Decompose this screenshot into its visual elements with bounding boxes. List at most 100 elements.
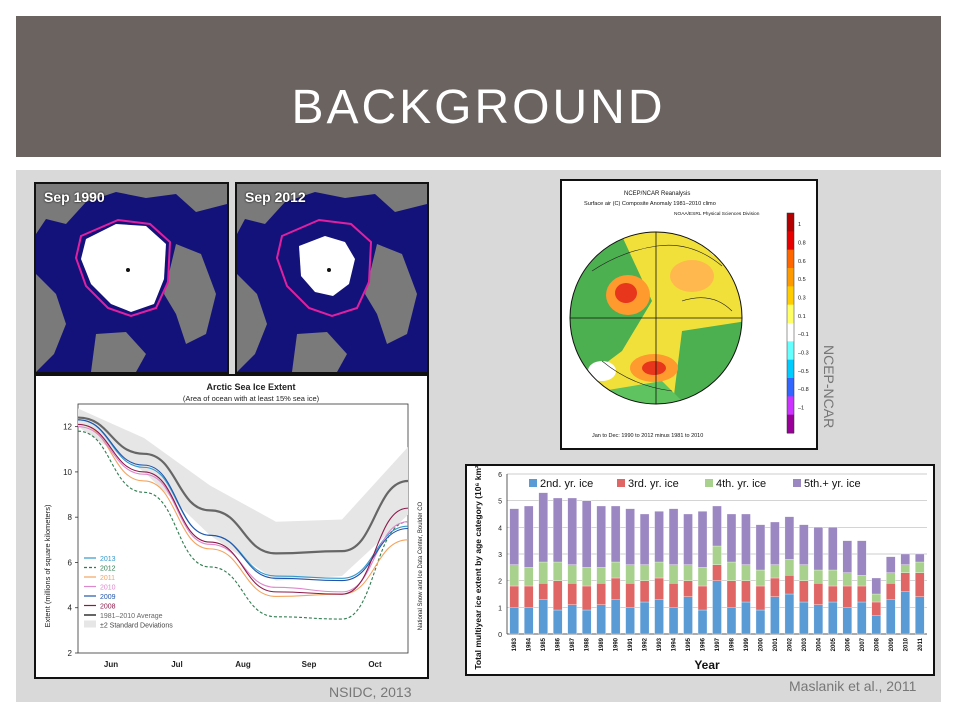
y-tick-label: 1: [498, 605, 502, 612]
bar-segment: [509, 508, 519, 565]
bar-segment: [755, 569, 766, 587]
bar-segment: [915, 596, 925, 635]
ice-cover-1990: [81, 224, 166, 312]
y-tick-label: 2: [68, 649, 73, 658]
legend-entry: 2010: [100, 585, 116, 592]
std-dev-band: [78, 408, 408, 581]
multiyear-ice-svg: Total multiyear ice extent by age catego…: [473, 466, 927, 672]
y-tick-label: 2: [498, 579, 502, 586]
colorbar-label: 0.8: [798, 241, 806, 247]
bar-segment: [857, 585, 867, 603]
bar-segment: [828, 601, 838, 635]
x-tick-label: 2002: [787, 637, 793, 651]
x-tick-label: 2011: [918, 637, 924, 651]
bar-segment: [683, 564, 693, 581]
bar-segment: [770, 521, 780, 565]
x-tick-label: 1983: [512, 637, 518, 651]
bar-y-axis-label: Total multiyear ice extent by age catego…: [473, 466, 483, 670]
bar-segment: [900, 553, 910, 565]
x-tick-label: 1997: [715, 637, 721, 651]
x-tick-label: 1985: [541, 637, 547, 651]
y-tick-label: 10: [63, 468, 72, 477]
bar-segment: [668, 508, 679, 565]
bar-segment: [799, 524, 809, 565]
bar-segment: [857, 575, 867, 587]
bar-segment: [524, 585, 534, 608]
bar-segment: [553, 497, 563, 563]
x-tick-label: 1990: [614, 637, 620, 651]
bar-segment: [886, 583, 896, 600]
bar-segment: [639, 601, 650, 635]
bar-segment: [596, 604, 606, 635]
sea-ice-extent-svg: Arctic Sea Ice Extent (Area of ocean wit…: [43, 382, 424, 669]
bar-segment: [755, 524, 766, 571]
y-tick-label: 5: [498, 499, 502, 506]
x-tick-label: Jun: [104, 660, 118, 669]
legend-entry: 2009: [100, 594, 116, 601]
bar-segment: [828, 569, 838, 587]
bar-segment: [654, 511, 664, 563]
x-tick-label: Aug: [235, 660, 251, 669]
sea-ice-map-2012: Sep 2012: [235, 182, 429, 374]
bar-segment: [668, 583, 679, 608]
x-tick-label: 2003: [802, 637, 808, 651]
bar-segment: [610, 561, 621, 579]
bar-segment: [625, 607, 635, 635]
bar-segment: [799, 564, 809, 581]
bar-segment: [871, 577, 881, 595]
bar-segment: [741, 513, 751, 565]
colorbar-label: –0.3: [798, 351, 809, 357]
bar-segment: [639, 564, 650, 581]
bar-segment: [828, 585, 838, 603]
y-tick-label: 6: [498, 472, 502, 479]
bar-segment: [582, 500, 592, 568]
y-axis-label: Extent (millions of square kilometers): [43, 504, 52, 627]
bar-segment: [509, 564, 519, 587]
bar-segment: [683, 580, 693, 597]
x-tick-label: 2005: [831, 637, 837, 651]
bar-segment: [567, 604, 577, 635]
bar-segment: [755, 609, 766, 635]
bar-segment: [915, 553, 925, 563]
bar-segment: [770, 564, 780, 579]
colorbar-label: 0.6: [798, 259, 806, 265]
bar-segment: [726, 513, 737, 563]
map-label-2012: Sep 2012: [245, 189, 306, 205]
legend-entry: 5th.+ yr. ice: [804, 478, 861, 490]
bar-segment: [668, 564, 679, 584]
bar-segment: [712, 564, 722, 581]
bar-segment: [654, 561, 664, 579]
colorbar-label: –0.1: [798, 332, 809, 338]
x-tick-label: 1988: [585, 637, 591, 651]
legend-entry: 2011: [100, 575, 115, 582]
bar-segment: [596, 567, 606, 584]
bar-segment: [524, 567, 534, 587]
multiyear-ice-chart: Total multiyear ice extent by age catego…: [465, 464, 935, 676]
bar-segment: [625, 583, 635, 608]
bar-segment: [741, 601, 751, 635]
x-tick-label: 1993: [657, 637, 663, 651]
bar-segment: [596, 583, 606, 605]
ncep-title: NCEP/NCAR Reanalysis: [624, 191, 690, 197]
colorbar-segment: [787, 378, 794, 397]
sea-ice-map-2012-image: [237, 184, 427, 372]
colorbar-segment: [787, 396, 794, 416]
bar-segment: [683, 513, 693, 565]
sea-ice-extent-chart: Arctic Sea Ice Extent (Area of ocean wit…: [34, 374, 429, 679]
bar-segment: [553, 561, 563, 581]
x-tick-label: 1999: [744, 637, 750, 651]
x-tick-label: Jul: [171, 660, 183, 669]
bar-x-axis-label: Year: [694, 658, 720, 672]
bar-segment: [712, 545, 722, 565]
bar-segment: [813, 583, 824, 605]
legend-entry: 2012: [100, 566, 116, 573]
y-tick-label: 3: [498, 552, 502, 559]
bar-segment: [625, 564, 635, 584]
bar-segment: [726, 561, 737, 581]
bar-segment: [654, 599, 664, 635]
side-note: National Snow and Ice Data Center, Bould…: [418, 501, 424, 630]
x-tick-label: 2000: [758, 637, 764, 651]
series-line: [77, 423, 409, 595]
bar-segment: [712, 505, 722, 547]
x-tick-label: 2004: [816, 637, 822, 651]
